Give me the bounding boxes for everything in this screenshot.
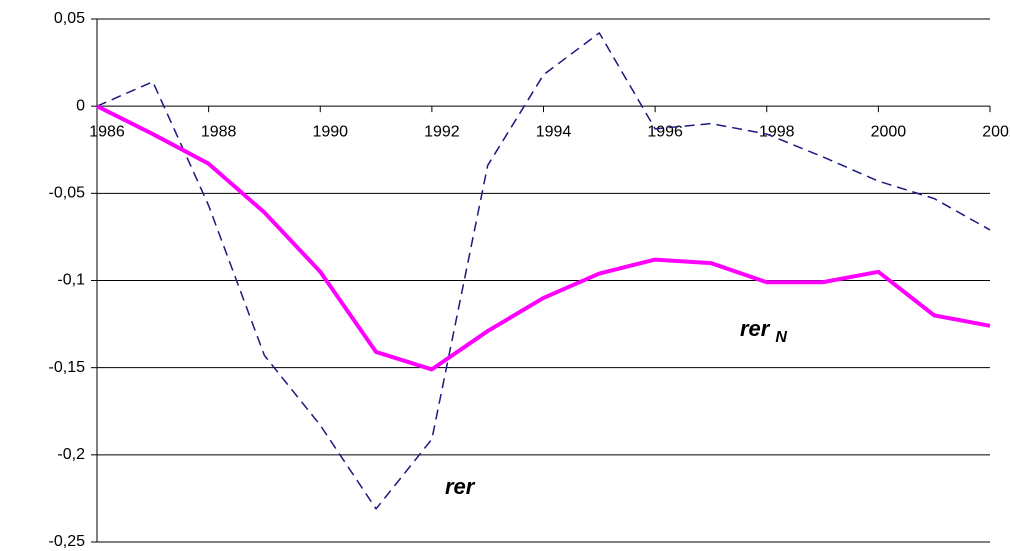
series-label-subscript: N — [775, 329, 787, 346]
y-tick-label: 0 — [76, 97, 85, 114]
y-tick-label: -0,1 — [57, 272, 85, 289]
y-tick-label: 0,05 — [54, 10, 85, 27]
y-tick-label: -0,15 — [49, 359, 86, 376]
y-tick-label: -0,05 — [49, 185, 86, 202]
series-label-name: rer — [445, 474, 476, 499]
series-label: rer N — [740, 316, 787, 346]
x-tick-label: 1998 — [759, 123, 795, 140]
line-series — [96, 32, 991, 510]
x-tick-label: 1986 — [89, 123, 125, 140]
x-tick-label: 1996 — [647, 123, 683, 140]
y-tick-label: -0,25 — [49, 533, 86, 550]
x-tick-label: 1988 — [201, 123, 237, 140]
x-tick-label: 2000 — [871, 123, 907, 140]
series-label-name: rer — [740, 316, 771, 341]
x-tick-label: 1992 — [424, 123, 460, 140]
x-tick-label: 1990 — [312, 123, 348, 140]
line-series — [96, 104, 991, 372]
y-tick-label: -0,2 — [57, 446, 85, 463]
series-label: rer — [445, 474, 476, 499]
x-tick-label: 1994 — [536, 123, 572, 140]
x-tick-label: 2002 — [982, 123, 1010, 140]
